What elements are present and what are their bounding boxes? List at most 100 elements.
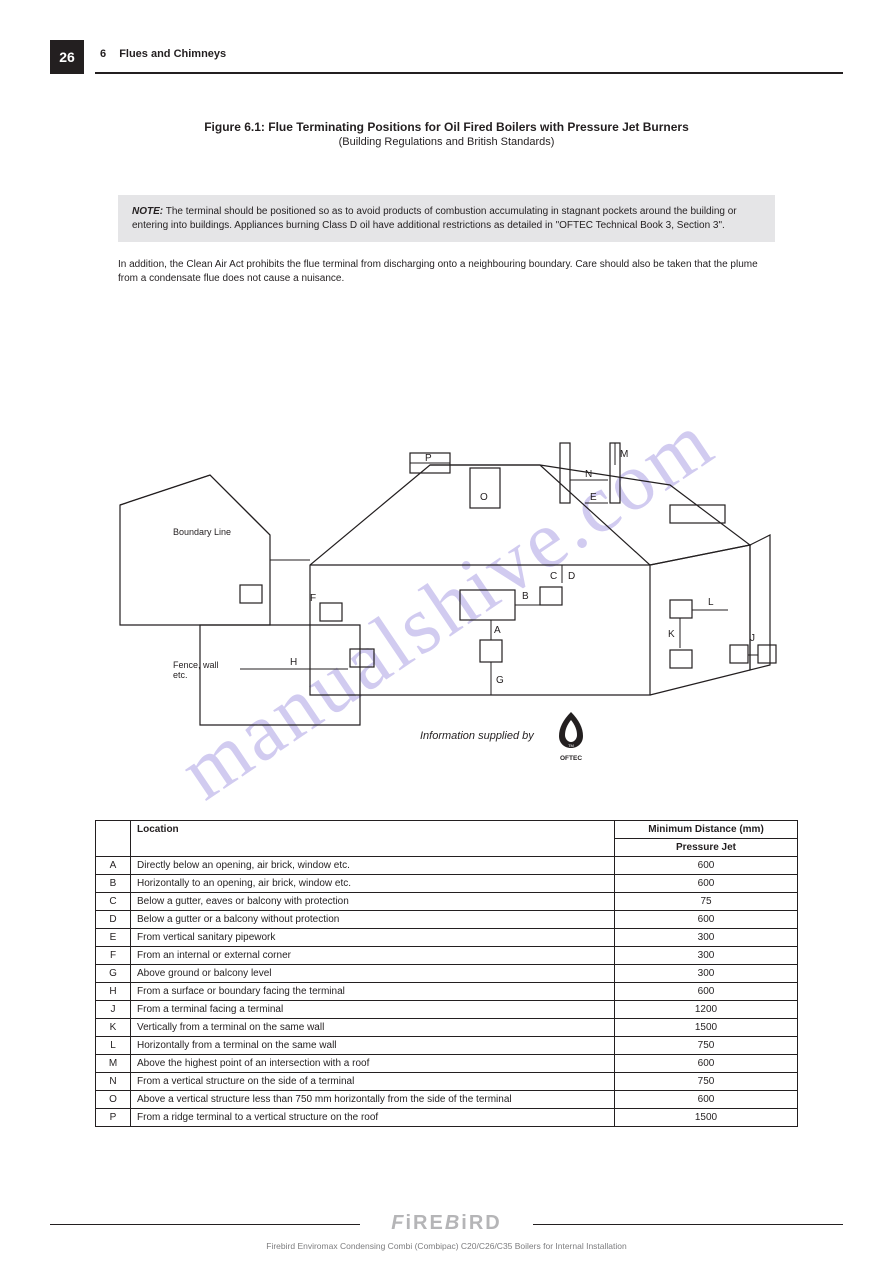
figure-title-line1: Figure 6.1: Flue Terminating Positions f…	[204, 120, 689, 134]
oftec-logo: TM OFTEC	[555, 710, 587, 762]
page-number: 26	[50, 40, 84, 74]
footer-logo: FiREBiRD	[391, 1212, 501, 1235]
row-distance: 1200	[615, 1001, 798, 1019]
row-location: Below a gutter or a balcony without prot…	[131, 911, 615, 929]
row-location: Above ground or balcony level	[131, 965, 615, 983]
table-row: KVertically from a terminal on the same …	[96, 1019, 798, 1037]
note-label: NOTE:	[132, 206, 163, 217]
th-subhead: Pressure Jet	[615, 839, 798, 857]
svg-text:E: E	[590, 492, 597, 503]
svg-text:C: C	[550, 571, 557, 582]
note-bar: NOTE: The terminal should be positioned …	[118, 195, 775, 242]
row-letter: O	[96, 1091, 131, 1109]
row-location: From a surface or boundary facing the te…	[131, 983, 615, 1001]
row-letter: P	[96, 1109, 131, 1127]
row-distance: 750	[615, 1037, 798, 1055]
row-letter: A	[96, 857, 131, 875]
row-location: From a ridge terminal to a vertical stru…	[131, 1109, 615, 1127]
row-location: From a vertical structure on the side of…	[131, 1073, 615, 1091]
table-row: BHorizontally to an opening, air brick, …	[96, 875, 798, 893]
svg-text:J: J	[750, 633, 755, 644]
oftec-logo-text: OFTEC	[555, 755, 587, 762]
row-letter: C	[96, 893, 131, 911]
row-letter: H	[96, 983, 131, 1001]
building-diagram: Boundary Line Fence, wall etc.	[110, 365, 790, 745]
svg-text:M: M	[620, 449, 628, 460]
row-distance: 600	[615, 983, 798, 1001]
table-row: HFrom a surface or boundary facing the t…	[96, 983, 798, 1001]
row-letter: G	[96, 965, 131, 983]
row-distance: 600	[615, 1091, 798, 1109]
clearance-table-wrap: Location Minimum Distance (mm) Pressure …	[95, 820, 798, 1127]
section-heading: 6 Flues and Chimneys	[100, 48, 226, 60]
table-row: DBelow a gutter or a balcony without pro…	[96, 911, 798, 929]
svg-text:K: K	[668, 629, 675, 640]
svg-text:L: L	[708, 597, 714, 608]
svg-text:F: F	[310, 593, 316, 604]
row-letter: N	[96, 1073, 131, 1091]
diagram-caption: Information supplied by	[420, 730, 534, 742]
fence-wall-label: Fence, wall	[173, 660, 219, 670]
row-distance: 750	[615, 1073, 798, 1091]
row-distance: 1500	[615, 1109, 798, 1127]
table-row: OAbove a vertical structure less than 75…	[96, 1091, 798, 1109]
header-rule	[95, 72, 843, 74]
row-location: Below a gutter, eaves or balcony with pr…	[131, 893, 615, 911]
row-distance: 300	[615, 947, 798, 965]
section-title: Flues and Chimneys	[119, 48, 226, 60]
note-text: The terminal should be positioned so as …	[132, 206, 737, 231]
footer-sub: Firebird Enviromax Condensing Combi (Com…	[50, 1241, 843, 1251]
row-letter: L	[96, 1037, 131, 1055]
svg-text:D: D	[568, 571, 575, 582]
row-letter: D	[96, 911, 131, 929]
table-row: GAbove ground or balcony level300	[96, 965, 798, 983]
svg-text:H: H	[290, 657, 297, 668]
row-letter: E	[96, 929, 131, 947]
clearance-table: Location Minimum Distance (mm) Pressure …	[95, 820, 798, 1127]
table-row: NFrom a vertical structure on the side o…	[96, 1073, 798, 1091]
row-letter: F	[96, 947, 131, 965]
table-row: JFrom a terminal facing a terminal1200	[96, 1001, 798, 1019]
row-distance: 1500	[615, 1019, 798, 1037]
section-number: 6	[100, 48, 106, 60]
row-letter: B	[96, 875, 131, 893]
after-note-text: In addition, the Clean Air Act prohibits…	[118, 258, 775, 286]
svg-text:etc.: etc.	[173, 670, 188, 680]
svg-text:B: B	[522, 591, 529, 602]
svg-text:G: G	[496, 675, 504, 686]
row-location: Above a vertical structure less than 750…	[131, 1091, 615, 1109]
svg-text:TM: TM	[568, 743, 574, 748]
table-row: ADirectly below an opening, air brick, w…	[96, 857, 798, 875]
footer-rule-right	[533, 1224, 843, 1226]
row-distance: 600	[615, 911, 798, 929]
table-row: EFrom vertical sanitary pipework300	[96, 929, 798, 947]
table-row: FFrom an internal or external corner300	[96, 947, 798, 965]
row-location: Horizontally to an opening, air brick, w…	[131, 875, 615, 893]
row-location: Directly below an opening, air brick, wi…	[131, 857, 615, 875]
row-distance: 600	[615, 1055, 798, 1073]
table-row: CBelow a gutter, eaves or balcony with p…	[96, 893, 798, 911]
row-letter: J	[96, 1001, 131, 1019]
footer-rule-left	[50, 1224, 360, 1226]
figure-title: Figure 6.1: Flue Terminating Positions f…	[50, 120, 843, 148]
row-distance: 600	[615, 857, 798, 875]
figure-title-line2: (Building Regulations and British Standa…	[50, 136, 843, 148]
table-row: MAbove the highest point of an intersect…	[96, 1055, 798, 1073]
table-row: LHorizontally from a terminal on the sam…	[96, 1037, 798, 1055]
page: 26 6 Flues and Chimneys Figure 6.1: Flue…	[0, 0, 893, 1263]
row-distance: 300	[615, 929, 798, 947]
row-location: Horizontally from a terminal on the same…	[131, 1037, 615, 1055]
th-location: Location	[131, 821, 615, 857]
row-distance: 300	[615, 965, 798, 983]
row-location: Above the highest point of an intersecti…	[131, 1055, 615, 1073]
row-location: From vertical sanitary pipework	[131, 929, 615, 947]
row-distance: 600	[615, 875, 798, 893]
row-letter: M	[96, 1055, 131, 1073]
table-row: PFrom a ridge terminal to a vertical str…	[96, 1109, 798, 1127]
svg-text:O: O	[480, 492, 488, 503]
boundary-line-label: Boundary Line	[173, 527, 231, 537]
row-location: Vertically from a terminal on the same w…	[131, 1019, 615, 1037]
th-distance: Minimum Distance (mm)	[615, 821, 798, 839]
svg-text:A: A	[494, 625, 501, 636]
row-letter: K	[96, 1019, 131, 1037]
